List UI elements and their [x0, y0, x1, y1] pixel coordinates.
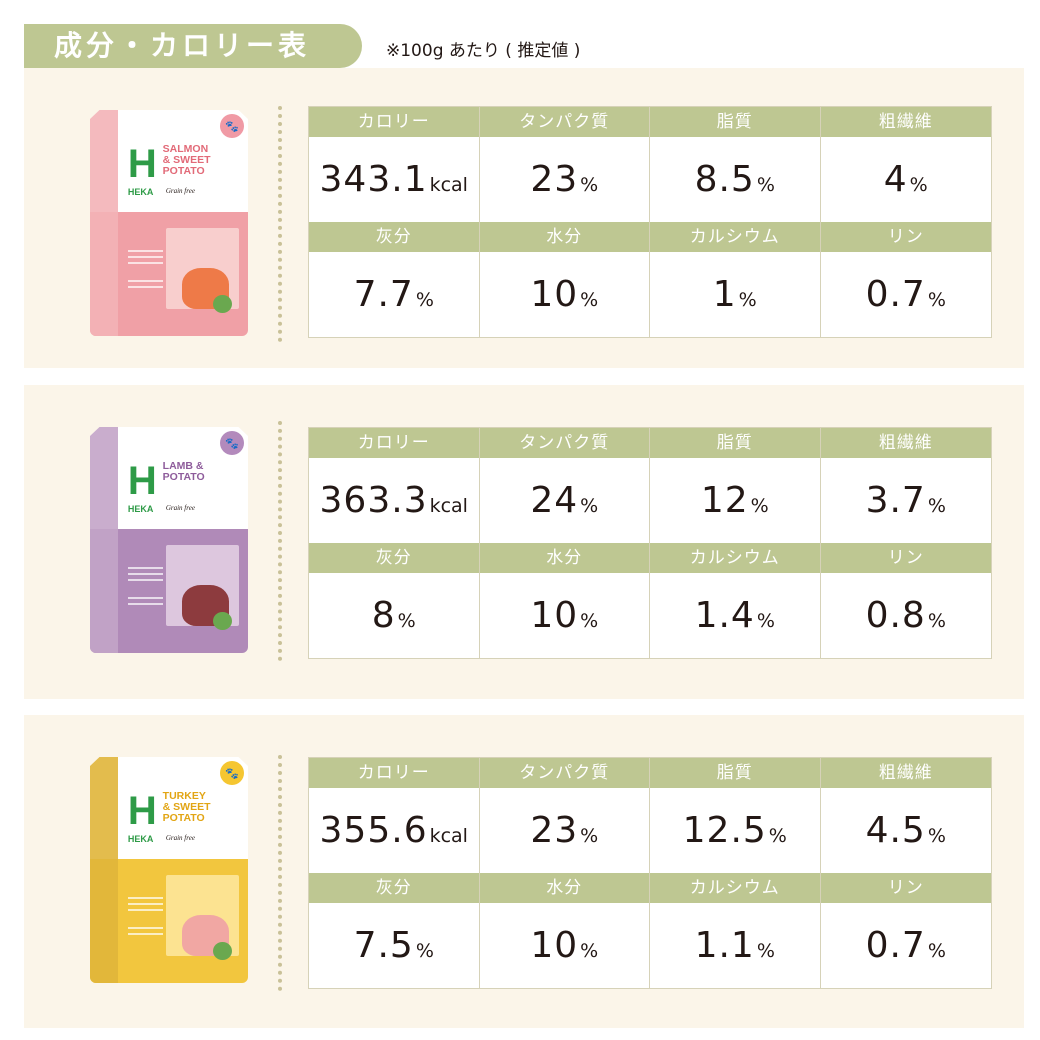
product-panel-salmon: H HEKA SALMON & SWEET POTATO Grain free … [24, 68, 1024, 368]
label-protein: タンパク質 [479, 758, 650, 788]
label-fat: 脂質 [650, 758, 821, 788]
value-fat: 12% [650, 458, 821, 543]
label-calorie: カロリー [309, 758, 480, 788]
label-moisture: 水分 [479, 543, 650, 573]
brand-name: HEKA [127, 186, 154, 197]
product-tagline: Grain free [165, 186, 195, 195]
nutrition-table: カロリー タンパク質 脂質 粗繊維 355.6 kcal 23% 12.5% 4.… [308, 757, 992, 989]
value-phosphorus: 0.8% [820, 573, 991, 658]
value-calorie: 343.1 kcal [309, 137, 480, 222]
label-fiber: 粗繊維 [820, 428, 991, 458]
label-calcium: カルシウム [650, 222, 821, 252]
label-moisture: 水分 [479, 873, 650, 903]
estimate-note: ※100g あたり ( 推定値 ) [386, 41, 581, 61]
product-tagline: Grain free [165, 833, 195, 842]
label-fat: 脂質 [650, 428, 821, 458]
value-fiber: 4.5% [820, 788, 991, 873]
value-phosphorus: 0.7% [820, 903, 991, 988]
product-name: TURKEY & SWEET POTATO [162, 789, 211, 824]
product-bag-image: H HEKA LAMB & POTATO Grain free 🐾 [90, 427, 248, 653]
label-phosphorus: リン [820, 543, 991, 573]
product-tagline: Grain free [165, 503, 195, 512]
value-calorie: 355.6 kcal [309, 788, 480, 873]
value-moisture: 10% [479, 903, 650, 988]
product-bag-image: H HEKA SALMON & SWEET POTATO Grain free … [90, 110, 248, 336]
value-protein: 24% [479, 458, 650, 543]
label-ash: 灰分 [309, 543, 480, 573]
paw-badge-icon: 🐾 [220, 761, 244, 785]
value-calcium: 1.4% [650, 573, 821, 658]
value-phosphorus: 0.7% [820, 252, 991, 337]
value-calcium: 1.1% [650, 903, 821, 988]
value-fiber: 4% [820, 137, 991, 222]
paw-badge-icon: 🐾 [220, 431, 244, 455]
dotted-divider [278, 106, 282, 342]
nutrition-table: カロリー タンパク質 脂質 粗繊維 343.1 kcal 23% 8.5% 4% … [308, 106, 992, 338]
label-ash: 灰分 [309, 873, 480, 903]
label-phosphorus: リン [820, 873, 991, 903]
value-calcium: 1% [650, 252, 821, 337]
dotted-divider [278, 755, 282, 991]
product-panel-turkey: H HEKA TURKEY & SWEET POTATO Grain free … [24, 715, 1024, 1028]
product-name: SALMON & SWEET POTATO [162, 142, 211, 177]
value-ash: 8% [309, 573, 480, 658]
label-calorie: カロリー [309, 428, 480, 458]
nutrition-table: カロリー タンパク質 脂質 粗繊維 363.3 kcal 24% 12% 3.7%… [308, 427, 992, 659]
value-protein: 23% [479, 788, 650, 873]
value-protein: 23% [479, 137, 650, 222]
label-fiber: 粗繊維 [820, 758, 991, 788]
label-ash: 灰分 [309, 222, 480, 252]
brand-logo: H [127, 141, 157, 186]
value-fat: 12.5% [650, 788, 821, 873]
paw-badge-icon: 🐾 [220, 114, 244, 138]
value-fat: 8.5% [650, 137, 821, 222]
page-title: 成分・カロリー表 [24, 24, 362, 68]
value-moisture: 10% [479, 252, 650, 337]
label-phosphorus: リン [820, 222, 991, 252]
label-calcium: カルシウム [650, 543, 821, 573]
value-fiber: 3.7% [820, 458, 991, 543]
value-calorie: 363.3 kcal [309, 458, 480, 543]
label-calcium: カルシウム [650, 873, 821, 903]
value-ash: 7.5% [309, 903, 480, 988]
label-calorie: カロリー [309, 107, 480, 137]
product-name: LAMB & POTATO [162, 459, 205, 483]
label-moisture: 水分 [479, 222, 650, 252]
label-protein: タンパク質 [479, 428, 650, 458]
brand-logo: H [127, 788, 157, 833]
product-bag-image: H HEKA TURKEY & SWEET POTATO Grain free … [90, 757, 248, 983]
label-fat: 脂質 [650, 107, 821, 137]
value-ash: 7.7% [309, 252, 480, 337]
value-moisture: 10% [479, 573, 650, 658]
label-fiber: 粗繊維 [820, 107, 991, 137]
brand-name: HEKA [127, 833, 154, 844]
product-panel-lamb: H HEKA LAMB & POTATO Grain free 🐾 カロリー タ… [24, 385, 1024, 699]
brand-name: HEKA [127, 503, 154, 514]
brand-logo: H [127, 458, 157, 503]
label-protein: タンパク質 [479, 107, 650, 137]
dotted-divider [278, 421, 282, 661]
